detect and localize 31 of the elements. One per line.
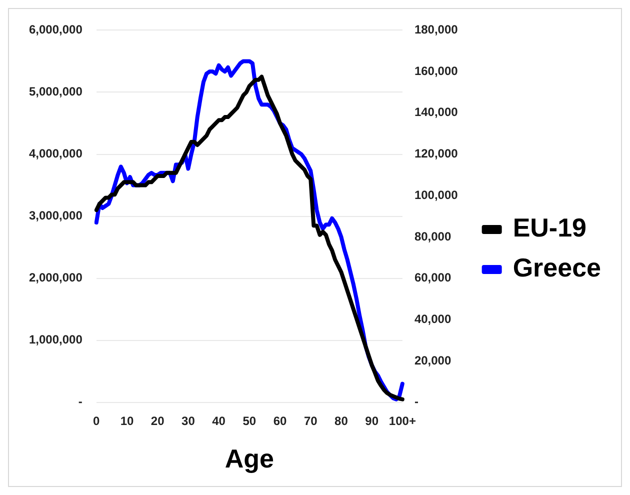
x-tick-label: 40 bbox=[212, 414, 226, 428]
y-tick-label: - bbox=[78, 394, 82, 409]
x-axis-title: Age bbox=[224, 444, 274, 474]
y2-tick-label: - bbox=[414, 394, 418, 409]
legend-label: EU-19 bbox=[512, 212, 587, 243]
x-tick-label: 100+ bbox=[388, 414, 416, 428]
x-tick-label: 30 bbox=[182, 414, 196, 428]
legend-label: Greece bbox=[512, 252, 602, 283]
y2-tick-label: 120,000 bbox=[414, 146, 458, 161]
y2-tick-label: 160,000 bbox=[414, 64, 458, 78]
y2-tick-label: 60,000 bbox=[414, 270, 452, 285]
y-tick-label: 2,000,000 bbox=[28, 270, 83, 285]
y2-tick-label: 140,000 bbox=[414, 105, 458, 120]
y-tick-label: 4,000,000 bbox=[28, 146, 83, 161]
x-tick-label: 10 bbox=[120, 414, 134, 428]
y2-tick-label: 20,000 bbox=[414, 353, 452, 368]
x-tick-label: 90 bbox=[365, 414, 379, 428]
x-tick-label: 0 bbox=[93, 414, 100, 428]
x-tick-label: 50 bbox=[242, 414, 256, 428]
y-tick-label: 6,000,000 bbox=[28, 22, 83, 37]
x-tick-label: 80 bbox=[334, 414, 348, 428]
y2-tick-label: 40,000 bbox=[414, 312, 452, 326]
x-tick-label: 70 bbox=[304, 414, 318, 428]
y-tick-label: 5,000,000 bbox=[28, 84, 83, 99]
y-tick-label: 3,000,000 bbox=[28, 208, 83, 223]
y2-tick-label: 180,000 bbox=[414, 22, 458, 37]
y2-tick-label: 80,000 bbox=[414, 229, 452, 244]
y-tick-label: 1,000,000 bbox=[28, 332, 83, 347]
y2-tick-label: 100,000 bbox=[414, 188, 458, 202]
x-tick-label: 60 bbox=[273, 414, 288, 428]
x-tick-label: 20 bbox=[150, 414, 165, 428]
